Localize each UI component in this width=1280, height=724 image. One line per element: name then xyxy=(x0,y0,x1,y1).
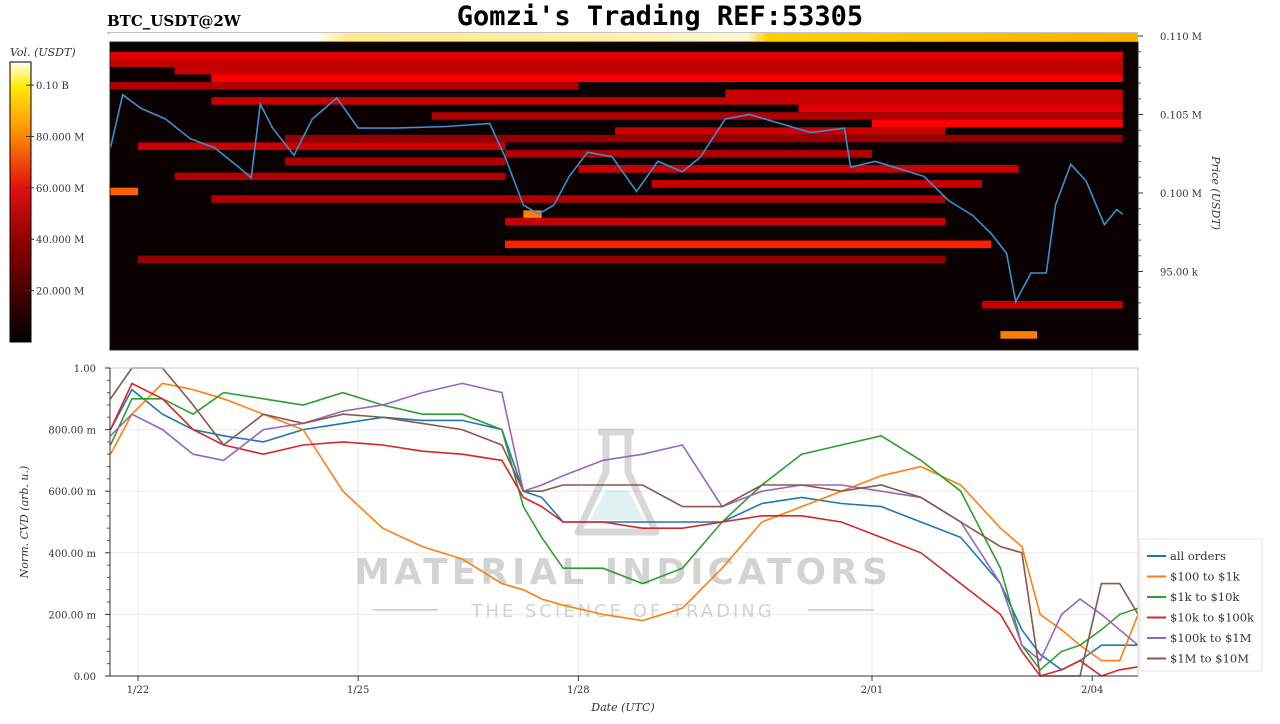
colorbar-tick-label: 80.000 M xyxy=(36,132,84,143)
price-axis-label: Price (USDT) xyxy=(1209,155,1222,230)
y-tick-label: 800.00 m xyxy=(48,426,96,437)
y-tick-label: 200.00 m xyxy=(48,610,96,621)
x-tick-label: 1/22 xyxy=(127,685,149,696)
heatmap-band xyxy=(505,149,872,158)
heatmap-band xyxy=(110,82,579,90)
heatmap-band xyxy=(211,195,946,203)
y-tick-label: 600.00 m xyxy=(48,487,96,498)
symbol-label: BTC_USDT@2W xyxy=(107,12,242,30)
heatmap xyxy=(110,51,1123,339)
watermark: MATERIAL INDICATORS THE SCIENCE OF TRADI… xyxy=(354,428,892,622)
watermark-title: MATERIAL INDICATORS xyxy=(354,552,892,593)
colorbar xyxy=(9,61,32,343)
heatmap-band xyxy=(982,300,1123,309)
price-tick-label: 0.105 M xyxy=(1160,111,1202,122)
heatmap-band xyxy=(505,240,992,249)
series-line xyxy=(109,391,1139,671)
heatmap-band xyxy=(505,217,946,226)
heatmap-band xyxy=(523,210,542,218)
legend-label: $10k to $100k xyxy=(1170,611,1255,625)
cvd-x-axis: 1/22 1/25 1/28 2/01 2/04 xyxy=(127,676,1103,696)
series-line xyxy=(109,382,1139,677)
heatmap-band xyxy=(725,89,1123,98)
series-line xyxy=(109,382,1139,662)
colorbar-ticks: 0.10 B 80.000 M 60.000 M 40.000 M 20.000 M xyxy=(26,81,84,298)
y-tick-label: 0.00 xyxy=(74,672,96,683)
cvd-y-axis: 1.00 800.00 m 600.00 m 400.00 m 200.00 m 0.00 xyxy=(48,364,111,683)
colorbar-tick-label: 0.10 B xyxy=(36,81,69,92)
x-tick-label: 2/01 xyxy=(861,685,883,696)
legend-box xyxy=(1139,538,1263,672)
series-line xyxy=(109,388,1139,671)
heatmap-band xyxy=(798,104,1123,113)
y-tick-label: 400.00 m xyxy=(48,549,96,560)
cvd-x-axis-label: Date (UTC) xyxy=(590,701,654,714)
heatmap-band xyxy=(138,255,946,264)
watermark-subtitle: THE SCIENCE OF TRADING xyxy=(470,601,774,622)
legend-label: $100 to $1k xyxy=(1170,570,1241,584)
heatmap-band xyxy=(284,157,505,166)
cvd-y-axis-label: Norm. CVD (arb. u.) xyxy=(18,466,31,580)
heatmap-band xyxy=(284,134,1123,143)
heatmap-band xyxy=(174,172,505,181)
x-tick-label: 2/04 xyxy=(1081,685,1103,696)
legend-label: all orders xyxy=(1170,549,1226,563)
legend-label: $100k to $1M xyxy=(1170,631,1252,645)
heatmap-band xyxy=(651,180,983,188)
price-axis: 0.110 M 0.105 M 0.100 M 95.00 k xyxy=(1138,32,1202,335)
cvd-series xyxy=(109,367,1139,677)
heatmap-band xyxy=(174,66,1123,75)
heatmap-band xyxy=(1000,331,1038,339)
price-tick-label: 95.00 k xyxy=(1160,268,1199,279)
flask-logo xyxy=(574,428,660,536)
series-line xyxy=(109,367,1139,677)
series-line xyxy=(109,382,1139,662)
chart-title: Gomzi's Trading REF:53305 xyxy=(457,1,863,32)
heatmap-band xyxy=(578,165,1019,173)
heatmap-band xyxy=(138,142,505,150)
legend: all orders $100 to $1k $1k to $10k $10k to … xyxy=(1139,538,1263,672)
heatmap-band xyxy=(211,74,1123,83)
price-tick-label: 0.110 M xyxy=(1160,32,1202,43)
colorbar-tick-label: 20.000 M xyxy=(36,287,84,298)
price-tick-label: 0.100 M xyxy=(1160,189,1202,200)
legend-label: $1M to $10M xyxy=(1170,652,1249,666)
heatmap-band xyxy=(110,59,1123,67)
heatmap-band xyxy=(872,119,1123,128)
heatmap-frame xyxy=(109,41,1139,351)
price-line xyxy=(109,93,1124,305)
x-tick-label: 1/25 xyxy=(347,685,369,696)
colorbar-tick-label: 40.000 M xyxy=(36,235,84,246)
volume-strip xyxy=(110,33,1138,41)
heatmap-band xyxy=(615,127,946,135)
colorbar-label: Vol. (USDT) xyxy=(10,46,76,59)
x-tick-label: 1/28 xyxy=(567,685,589,696)
heatmap-band xyxy=(431,112,1123,120)
heatmap-band xyxy=(110,187,138,196)
legend-label: $1k to $10k xyxy=(1170,590,1240,604)
heatmap-band xyxy=(110,51,1123,60)
heatmap-band xyxy=(211,97,1123,105)
flask-liquid xyxy=(590,490,644,520)
y-tick-label: 1.00 xyxy=(74,364,96,375)
colorbar-tick-label: 60.000 M xyxy=(36,184,84,195)
